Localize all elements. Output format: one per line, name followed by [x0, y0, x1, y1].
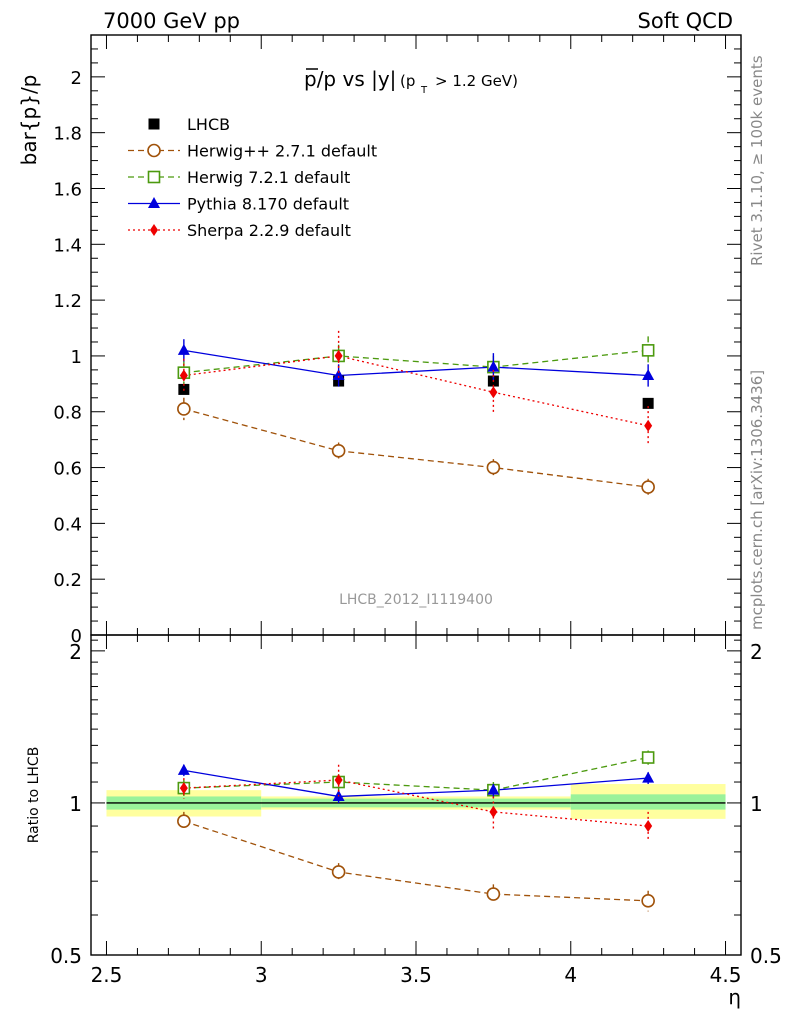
- legend-marker-lhcb: [148, 118, 160, 130]
- legend-marker-sherpa: [150, 224, 158, 236]
- point-sherpa-main: [644, 419, 653, 432]
- y-tick-label: 1.2: [53, 291, 82, 312]
- legend-label-herwigpp: Herwig++ 2.7.1 default: [187, 142, 377, 161]
- legend-label-lhcb: LHCB: [187, 115, 230, 134]
- series-line-sherpa-main: [183, 355, 649, 427]
- ratio-y-tick-label-right: 1: [750, 792, 763, 816]
- point-lhcb-main: [642, 397, 654, 409]
- analysis-watermark: LHCB_2012_I1119400: [339, 592, 493, 608]
- y-tick-label: 0.8: [53, 403, 82, 424]
- legend-label-pythia: Pythia 8.170 default: [187, 195, 349, 214]
- title-main: p/p vs |y|: [304, 67, 396, 91]
- header-right: Soft QCD: [638, 9, 733, 33]
- legend-label-herwig7: Herwig 7.2.1 default: [187, 168, 350, 187]
- x-axis-label: η: [728, 985, 741, 1009]
- point-sherpa-ratio: [334, 774, 343, 787]
- point-pythia-main: [642, 368, 655, 380]
- ratio-ylabel: Ratio to LHCB: [26, 747, 42, 844]
- y-tick-label: 1: [71, 347, 82, 368]
- y-tick-label: 1.8: [53, 124, 82, 145]
- x-tick-label: 4: [564, 963, 577, 987]
- point-herwigpp-main: [331, 444, 346, 458]
- point-herwigpp-ratio: [331, 865, 346, 879]
- x-tick-label: 3.5: [400, 963, 432, 987]
- point-herwig7-main: [641, 344, 655, 357]
- point-sherpa-ratio: [179, 782, 188, 795]
- point-herwigpp-ratio: [177, 814, 191, 829]
- main-ylabel: bar{p}/p: [17, 75, 41, 166]
- point-pythia-main: [487, 360, 500, 372]
- legend-marker-herwigpp: [147, 143, 161, 158]
- ratio-y-tick-label: 2: [69, 640, 82, 664]
- legend-marker-herwig7: [147, 170, 161, 184]
- axes: 0 0.2 0.4 0.6 0.8 1 1.2 1.4 1.6 1.8 2 0.5 0.5 1 1 2 2 2.5…: [50, 34, 782, 987]
- y-tick-label: 0.6: [53, 459, 82, 480]
- point-herwigpp-main: [177, 402, 191, 416]
- point-herwig7-ratio: [641, 751, 655, 764]
- point-pythia-ratio: [487, 783, 500, 795]
- legend-label-sherpa: Sherpa 2.2.9 default: [187, 221, 351, 240]
- y-tick-label: 0.2: [53, 570, 82, 591]
- ratio-y-tick-label-right: 0.5: [750, 944, 782, 968]
- y-tick-label: 2: [71, 68, 82, 89]
- point-sherpa-ratio: [644, 820, 653, 833]
- x-tick-label: 2.5: [91, 963, 123, 987]
- point-herwigpp-main: [641, 480, 655, 494]
- y-tick-label: 0.4: [53, 514, 82, 535]
- title-pt: (p: [400, 72, 415, 90]
- rivet-label: Rivet 3.1.10, ≥ 100k events: [748, 55, 766, 266]
- point-sherpa-main: [334, 349, 343, 362]
- point-herwigpp-ratio: [486, 887, 501, 901]
- point-pythia-ratio: [642, 771, 655, 783]
- title-pt-sub: T: [420, 85, 428, 96]
- y-tick-label: 1.6: [53, 179, 82, 200]
- legend-marker-pythia: [148, 197, 160, 208]
- point-herwigpp-ratio: [641, 894, 655, 908]
- series-line-herwig7-main: [183, 349, 649, 374]
- x-tick-label: 4.5: [710, 963, 742, 987]
- x-tick-label: 3: [255, 963, 268, 987]
- series-line-sherpa-ratio: [183, 779, 649, 827]
- y-tick-label: 1.4: [53, 235, 82, 256]
- series-lines: [183, 349, 649, 902]
- ratio-y-tick-label-right: 2: [750, 640, 763, 664]
- point-sherpa-ratio: [489, 805, 498, 818]
- mcplots-label: mcplots.cern.ch [arXiv:1306.3436]: [748, 370, 766, 630]
- band-inner-bin: [570, 794, 726, 810]
- point-pythia-main: [332, 368, 345, 380]
- series-line-herwigpp-ratio: [183, 820, 649, 902]
- ratio-y-tick-label: 0.5: [50, 944, 82, 968]
- point-sherpa-main: [489, 386, 498, 399]
- ratio-uncertainty-bands: [106, 784, 726, 819]
- series-line-herwig7-ratio: [183, 756, 649, 791]
- point-pythia-ratio: [177, 763, 190, 775]
- ratio-y-tick-label: 1: [69, 792, 82, 816]
- series-line-pythia-ratio: [183, 769, 649, 798]
- header-left: 7000 GeV pp: [103, 9, 240, 33]
- plot-title: p/p vs |y| (p T > 1.2 GeV): [304, 67, 518, 96]
- legend: LHCB Herwig++ 2.7.1 default Herwig 7.2.1 d…: [128, 115, 377, 240]
- series-line-pythia-main: [183, 349, 649, 377]
- data-markers: [177, 330, 655, 912]
- y-tick-label: 0: [71, 626, 82, 647]
- title-cond: > 1.2 GeV): [435, 72, 518, 90]
- series-line-herwigpp-main: [183, 408, 649, 488]
- point-sherpa-main: [179, 369, 188, 382]
- point-herwigpp-main: [486, 460, 501, 475]
- point-pythia-main: [177, 343, 190, 355]
